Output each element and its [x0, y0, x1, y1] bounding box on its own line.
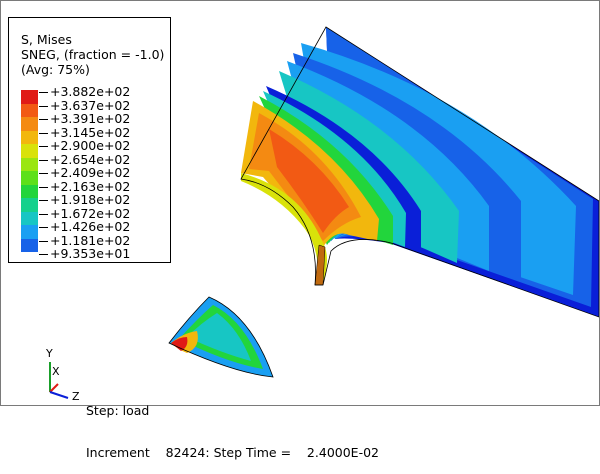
- legend-swatch: [21, 130, 38, 144]
- legend-tick-label: +9.353e+01: [39, 246, 130, 261]
- step-label: Step: load: [86, 403, 150, 418]
- legend-tick-label: +1.672e+02: [39, 206, 130, 221]
- increment-label: Increment 82424: Step Time = 2.4000E-02: [86, 445, 379, 460]
- main-part-contour: [240, 26, 599, 318]
- legend-tick-label: +2.900e+02: [39, 138, 130, 153]
- legend-swatch: [21, 144, 38, 158]
- legend-swatch: [21, 90, 38, 104]
- legend-title: S, Mises: [21, 32, 72, 47]
- legend-swatch: [21, 225, 38, 239]
- small-part-contour: [168, 296, 274, 378]
- legend-swatch: [21, 117, 38, 131]
- legend-tick-label: +3.637e+02: [39, 98, 130, 113]
- legend-swatches: [21, 90, 38, 252]
- axis-x-label: X: [52, 365, 60, 378]
- axis-triad: [49, 362, 69, 399]
- legend-tick-label: +1.181e+02: [39, 233, 130, 248]
- legend-tick-label: +3.882e+02: [39, 84, 130, 99]
- legend-swatch: [21, 171, 38, 185]
- legend-swatch: [21, 103, 38, 117]
- legend-tick-label: +3.145e+02: [39, 125, 130, 140]
- legend-avg: (Avg: 75%): [21, 62, 90, 77]
- legend-swatch: [21, 184, 38, 198]
- model-viewport[interactable]: [1, 1, 599, 405]
- legend-subtitle: SNEG, (fraction = -1.0): [21, 47, 165, 62]
- legend-tick-label: +2.163e+02: [39, 179, 130, 194]
- legend-tick-label: +1.918e+02: [39, 192, 130, 207]
- analysis-status: Step: load Increment 82424: Step Time = …: [86, 376, 379, 474]
- legend-tick-label: +2.654e+02: [39, 152, 130, 167]
- legend-swatch: [21, 238, 38, 252]
- band-hottest: [269, 129, 349, 233]
- contour-legend: S, Mises SNEG, (fraction = -1.0) (Avg: 7…: [8, 17, 171, 263]
- axis-z-label: Z: [72, 390, 80, 403]
- legend-swatch: [21, 211, 38, 225]
- legend-tick-label: +3.391e+02: [39, 111, 130, 126]
- legend-title-block: S, Mises SNEG, (fraction = -1.0) (Avg: 7…: [21, 32, 164, 77]
- legend-tick-label: +1.426e+02: [39, 219, 130, 234]
- legend-swatch: [21, 198, 38, 212]
- outline: [240, 26, 599, 318]
- legend-swatch: [21, 157, 38, 171]
- axis-y-label: Y: [46, 347, 53, 360]
- legend-tick-label: +2.409e+02: [39, 165, 130, 180]
